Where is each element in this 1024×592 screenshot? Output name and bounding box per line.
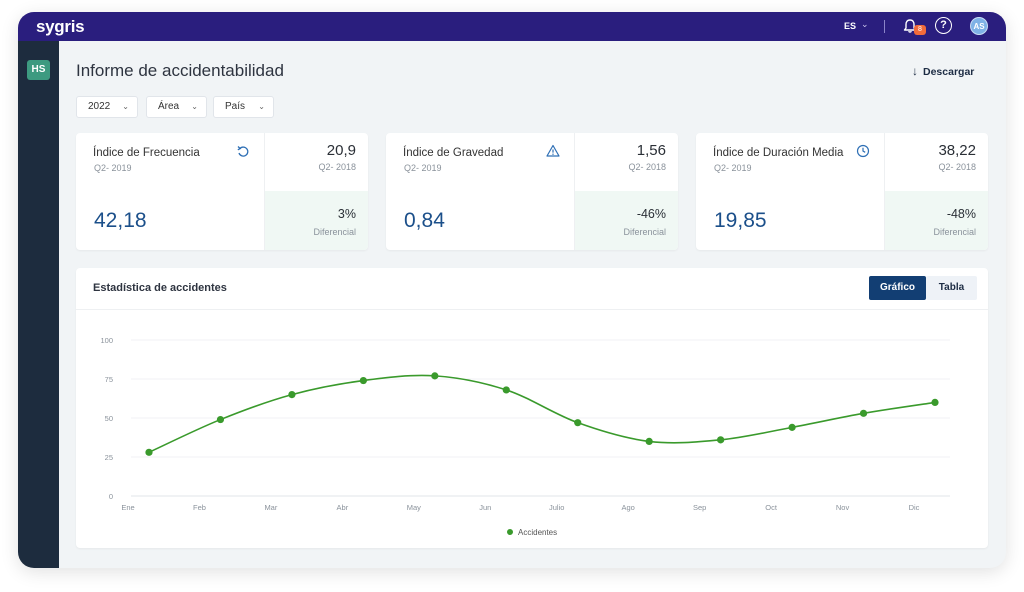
y-tick-label: 0 xyxy=(109,492,113,501)
language-selector[interactable]: ES xyxy=(844,21,857,31)
kpi-card-gravedad: Índice de Gravedad Q2- 2019 0,84 1,56 Q2… xyxy=(386,133,678,250)
app-window: sygris ES ⌄ 8 ? AS HS Informe de acciden… xyxy=(18,12,1006,568)
x-tick-label: Mar xyxy=(264,503,277,512)
x-tick-label: Dic xyxy=(909,503,920,512)
download-button[interactable]: ↓ Descargar xyxy=(912,64,974,78)
kpi-differential xyxy=(574,191,678,250)
download-icon: ↓ xyxy=(912,64,918,78)
x-tick-label: May xyxy=(407,503,421,512)
logo[interactable]: sygris xyxy=(36,17,85,36)
kpi-previous-period: Q2- 2018 xyxy=(318,162,356,172)
data-point xyxy=(431,372,439,380)
y-tick-label: 25 xyxy=(105,453,113,462)
chevron-down-icon: ⌄ xyxy=(258,102,265,111)
x-tick-label: Nov xyxy=(836,503,850,512)
kpi-diff-label: Diferencial xyxy=(313,227,356,237)
x-tick-label: Abr xyxy=(337,503,349,512)
tab-tabla[interactable]: Tabla xyxy=(926,276,977,300)
kpi-title: Índice de Duración Media xyxy=(713,147,844,159)
kpi-card-frecuencia: Índice de Frecuencia Q2- 2019 42,18 20,9… xyxy=(76,133,368,250)
x-tick-label: Jun xyxy=(479,503,491,512)
notification-badge: 8 xyxy=(914,25,926,35)
data-point xyxy=(717,436,725,444)
kpi-diff-value: -48% xyxy=(946,207,976,221)
kpi-previous-value: 1,56 xyxy=(636,142,666,159)
legend-label: Accidentes xyxy=(518,528,557,537)
kpi-value: 19,85 xyxy=(714,209,767,232)
data-point xyxy=(359,376,367,385)
refresh-icon xyxy=(237,146,249,157)
series-line-accidentes xyxy=(148,374,936,454)
top-bar: sygris ES ⌄ 8 ? AS xyxy=(18,12,1006,41)
chevron-down-icon: ⌄ xyxy=(861,19,869,29)
kpi-period: Q2- 2019 xyxy=(714,163,752,173)
y-tick-label: 100 xyxy=(100,336,113,345)
kpi-previous-value: 38,22 xyxy=(938,142,976,159)
x-tick-label: Ene xyxy=(121,503,134,512)
y-tick-label: 50 xyxy=(105,414,113,423)
data-point xyxy=(502,386,510,394)
user-avatar[interactable]: AS xyxy=(970,17,988,35)
data-point xyxy=(574,419,582,427)
panel-title: Estadística de accidentes xyxy=(93,282,227,294)
data-point xyxy=(216,415,225,424)
kpi-value: 0,84 xyxy=(404,209,445,232)
chevron-down-icon: ⌄ xyxy=(191,102,198,111)
clock-icon xyxy=(856,144,870,158)
x-tick-label: Feb xyxy=(193,503,206,512)
area-filter[interactable]: Área ⌄ xyxy=(146,96,207,118)
x-tick-label: Sep xyxy=(693,503,706,512)
kpi-main: Índice de Duración Media Q2- 2019 19,85 xyxy=(696,133,884,250)
kpi-diff-label: Diferencial xyxy=(933,227,976,237)
download-label: Descargar xyxy=(923,66,975,78)
kpi-period: Q2- 2019 xyxy=(94,163,132,173)
divider xyxy=(76,309,988,310)
data-point xyxy=(288,391,296,399)
x-tick-label: Oct xyxy=(765,503,778,512)
area-filter-value: Área xyxy=(158,101,180,112)
kpi-title: Índice de Gravedad xyxy=(403,147,504,159)
help-icon[interactable]: ? xyxy=(935,17,952,34)
y-tick-label: 75 xyxy=(105,375,113,384)
kpi-differential xyxy=(264,191,368,250)
data-point xyxy=(645,437,653,445)
kpi-value: 42,18 xyxy=(94,209,147,232)
kpi-previous: 20,9 Q2- 2018 xyxy=(264,133,368,191)
country-filter-value: País xyxy=(225,101,246,112)
data-point xyxy=(931,398,939,406)
warning-icon xyxy=(546,144,560,157)
accident-stats-panel: Estadística de accidentes Gráfico Tabla … xyxy=(76,268,988,548)
kpi-previous: 1,56 Q2- 2018 xyxy=(574,133,678,191)
x-tick-label: Julio xyxy=(549,503,564,512)
page-title: Informe de accidentabilidad xyxy=(76,61,284,80)
module-button-hs[interactable]: HS xyxy=(27,60,50,80)
kpi-title: Índice de Frecuencia xyxy=(93,147,200,159)
divider xyxy=(884,20,885,33)
tab-grafico[interactable]: Gráfico xyxy=(869,276,926,300)
bell-icon[interactable] xyxy=(902,18,918,34)
sidebar: HS xyxy=(18,41,59,568)
kpi-diff-label: Diferencial xyxy=(623,227,666,237)
chevron-down-icon: ⌄ xyxy=(122,102,129,111)
kpi-previous-value: 20,9 xyxy=(326,142,356,159)
kpi-diff-value: -46% xyxy=(636,207,666,221)
kpi-previous-period: Q2- 2018 xyxy=(938,162,976,172)
country-filter[interactable]: País ⌄ xyxy=(213,96,274,118)
data-point xyxy=(859,409,868,417)
year-filter[interactable]: 2022 ⌄ xyxy=(76,96,138,118)
kpi-main: Índice de Frecuencia Q2- 2019 42,18 xyxy=(76,133,264,250)
data-point xyxy=(145,448,153,456)
data-point xyxy=(788,423,796,431)
kpi-card-duracion-media: Índice de Duración Media Q2- 2019 19,85 … xyxy=(696,133,988,250)
x-tick-label: Ago xyxy=(622,503,635,512)
year-filter-value: 2022 xyxy=(88,101,111,112)
kpi-previous-period: Q2- 2018 xyxy=(628,162,666,172)
kpi-diff-value: 3% xyxy=(337,207,356,221)
kpi-main: Índice de Gravedad Q2- 2019 0,84 xyxy=(386,133,574,250)
accidents-line-chart: 0 25 50 75 100 Ene Feb Mar Abr May Jun Julio Ago Sep O… xyxy=(100,336,950,537)
kpi-differential xyxy=(884,191,988,250)
legend-marker xyxy=(507,529,513,535)
kpi-previous: 38,22 Q2- 2018 xyxy=(884,133,988,191)
kpi-period: Q2- 2019 xyxy=(404,163,442,173)
